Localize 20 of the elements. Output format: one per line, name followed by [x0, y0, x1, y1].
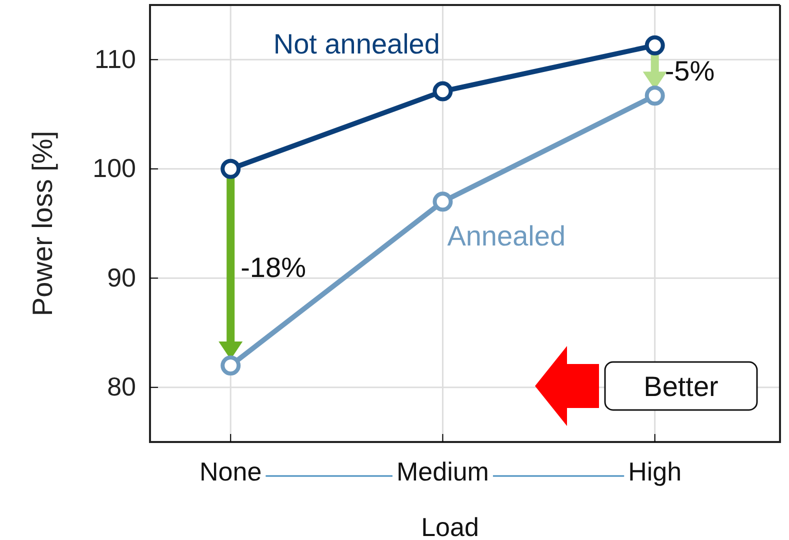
point [432, 81, 453, 102]
x-tick-label: None [200, 456, 262, 486]
series-label: Annealed [447, 220, 566, 252]
annotation: -5% [664, 56, 715, 87]
y-tick-label: 90 [107, 262, 136, 292]
annotation: -18% [240, 252, 306, 284]
annotation: Better [644, 371, 718, 402]
point [220, 356, 241, 376]
y-tick-label: 100 [92, 153, 136, 184]
point [644, 35, 665, 56]
y-axis-title: Power loss [%] [27, 130, 58, 316]
y-tick-label: 110 [94, 44, 136, 74]
x-tick-label: High [628, 456, 682, 486]
series-label: Not annealed [273, 28, 440, 60]
point [220, 158, 241, 179]
point [432, 192, 453, 212]
x-tick-label: Medium [396, 456, 489, 486]
y-tick-label: 80 [107, 372, 136, 402]
x-axis-title: Load [421, 512, 479, 540]
point [644, 86, 665, 106]
